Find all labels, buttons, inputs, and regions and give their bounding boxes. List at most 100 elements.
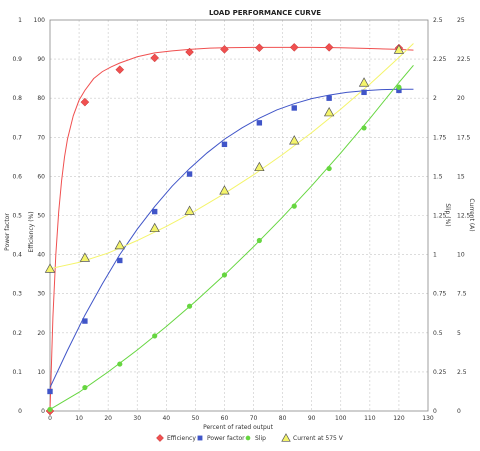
data-point-current-at-575-v <box>149 222 160 233</box>
y-axis-title-current: Current (A) <box>468 198 475 231</box>
y-tick-label-efficiency: 60 <box>37 173 45 180</box>
legend-marker-power-factor <box>197 435 203 441</box>
series-line-power-factor <box>49 88 414 388</box>
y-tick-label-slip: 0.25 <box>433 369 447 376</box>
x-axis-title: Percent of rated output <box>203 424 274 431</box>
data-point-current-at-575-v <box>44 263 56 273</box>
data-point-slip <box>326 165 332 172</box>
data-point-power-factor <box>221 141 228 148</box>
data-point-slip <box>396 84 402 90</box>
data-point-slip <box>291 203 297 209</box>
legend-marker-efficiency <box>156 434 164 442</box>
x-tick-label: 130 <box>422 415 434 422</box>
x-tick-label: 100 <box>335 415 347 422</box>
plot-area <box>49 19 429 412</box>
series-line-current-at-575-v <box>49 43 414 270</box>
data-point-slip <box>82 384 88 391</box>
data-point-power-factor <box>117 257 123 264</box>
y-axis-title-power-factor: Power factor <box>4 213 11 251</box>
series-line-efficiency <box>49 46 414 412</box>
data-point-slip <box>361 125 367 131</box>
y-tick-label-slip: 0 <box>433 408 437 415</box>
data-point-power-factor <box>47 388 53 395</box>
y-axis-title-slip: Slip (%) <box>444 203 451 226</box>
x-tick-label: 30 <box>133 415 141 422</box>
x-tick-label: 10 <box>75 415 83 422</box>
data-point-efficiency <box>150 53 160 63</box>
y-tick-label-current: 12.5 <box>457 213 471 220</box>
y-tick-label-efficiency: 80 <box>37 95 45 102</box>
x-tick-label: 90 <box>308 415 316 422</box>
x-tick-label: 50 <box>192 415 200 422</box>
x-tick-label: 110 <box>364 415 376 422</box>
series-line-slip <box>49 65 414 410</box>
data-point-slip <box>152 333 158 339</box>
y-tick-label-power-factor: 0.1 <box>12 369 22 376</box>
y-tick-label-power-factor: 0.6 <box>12 173 22 180</box>
y-tick-label-current: 17.5 <box>457 134 471 141</box>
series-markers <box>44 43 405 416</box>
grid <box>50 20 428 411</box>
legend-marker-current-at-575-v <box>281 433 291 442</box>
x-tick-label: 40 <box>162 415 170 422</box>
y-tick-label-power-factor: 0.2 <box>12 330 22 337</box>
y-tick-label-slip: 0.5 <box>433 330 443 337</box>
y-tick-label-efficiency: 20 <box>37 330 45 337</box>
data-point-efficiency <box>324 43 334 52</box>
data-point-current-at-575-v <box>254 161 265 172</box>
data-point-slip <box>256 237 262 244</box>
legend-marker-slip <box>245 435 251 441</box>
y-tick-label-efficiency: 10 <box>37 369 45 376</box>
legend-label-efficiency: Efficiency <box>167 435 196 442</box>
y-tick-label-slip: 1.5 <box>433 173 443 180</box>
data-point-efficiency <box>185 47 194 57</box>
data-point-efficiency <box>255 43 264 53</box>
legend-label-power-factor: Power factor <box>207 435 245 442</box>
y-tick-label-slip: 1.75 <box>433 134 447 141</box>
y-tick-label-slip: 2.5 <box>433 17 443 24</box>
data-point-current-at-575-v <box>393 44 405 54</box>
y-tick-label-efficiency: 70 <box>37 134 45 141</box>
y-tick-label-current: 10 <box>457 252 465 259</box>
legend-label-current-at-575-v: Current at 575 V <box>293 435 344 442</box>
x-tick-label: 60 <box>221 415 229 422</box>
y-tick-label-current: 22.5 <box>457 56 471 63</box>
data-point-efficiency <box>80 97 90 107</box>
y-tick-label-current: 0 <box>457 408 461 415</box>
legend: Efficiency Power factor Slip Current at 575… <box>156 433 344 442</box>
x-tick-label: 80 <box>279 415 287 422</box>
data-point-current-at-575-v <box>79 252 91 262</box>
y-tick-label-power-factor: 0.9 <box>12 56 22 63</box>
y-tick-label-slip: 1.25 <box>433 213 447 220</box>
y-tick-label-slip: 2.25 <box>433 56 447 63</box>
y-tick-label-power-factor: 0.4 <box>12 252 22 259</box>
data-point-slip <box>117 361 123 367</box>
y-tick-label-efficiency: 100 <box>34 17 46 24</box>
data-point-current-at-575-v <box>184 205 195 215</box>
y-tick-label-current: 15 <box>457 173 465 180</box>
data-point-power-factor <box>186 171 193 177</box>
y-tick-label-current: 25 <box>457 17 465 24</box>
y-tick-label-power-factor: 0.7 <box>12 134 22 141</box>
data-point-slip <box>47 406 53 413</box>
data-point-power-factor <box>291 105 297 111</box>
y-tick-label-current: 2.5 <box>457 369 467 376</box>
y-tick-label-efficiency: 30 <box>37 291 45 298</box>
data-point-efficiency <box>220 44 229 54</box>
y-tick-label-current: 5 <box>457 330 461 337</box>
y-tick-label-power-factor: 0.3 <box>12 291 22 298</box>
data-point-current-at-575-v <box>358 77 370 87</box>
data-point-power-factor <box>256 120 263 126</box>
data-point-current-at-575-v <box>323 106 335 117</box>
data-point-current-at-575-v <box>219 185 230 195</box>
data-point-power-factor <box>82 318 88 324</box>
y-tick-label-slip: 1 <box>433 252 437 259</box>
y-tick-label-efficiency: 0 <box>41 408 45 415</box>
data-point-current-at-575-v <box>289 135 300 145</box>
x-tick-label: 0 <box>48 415 52 422</box>
y-tick-label-power-factor: 0.5 <box>12 213 22 220</box>
y-tick-label-efficiency: 90 <box>37 56 45 63</box>
y-tick-label-power-factor: 0.8 <box>12 95 22 102</box>
x-tick-label: 70 <box>250 415 258 422</box>
